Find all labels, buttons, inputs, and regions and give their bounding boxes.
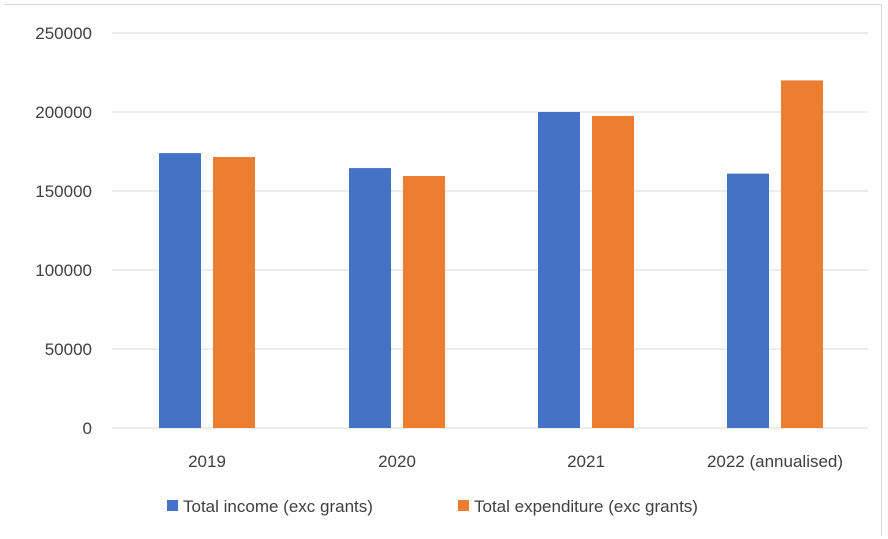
legend-swatch-expenditure: [458, 500, 469, 511]
bar-expenditure-2: [592, 115, 634, 428]
bar-income-3: [727, 173, 769, 428]
legend-label-expenditure: Total expenditure (exc grants): [474, 497, 698, 516]
legend-swatch-income: [167, 500, 178, 511]
y-tick-label: 100000: [35, 261, 92, 280]
y-axis-tick-labels: 0 50000 100000 150000 200000 250000: [35, 24, 92, 438]
bar-expenditure-1: [403, 175, 445, 428]
legend: Total income (exc grants) Total expenditu…: [167, 497, 698, 516]
bars: [159, 80, 823, 429]
legend-label-income: Total income (exc grants): [183, 497, 373, 516]
x-category-label: 2019: [188, 452, 226, 471]
y-tick-label: 250000: [35, 24, 92, 43]
y-tick-label: 200000: [35, 103, 92, 122]
x-category-label: 2022 (annualised): [707, 452, 843, 471]
x-category-label: 2021: [567, 452, 605, 471]
bar-income-0: [159, 153, 201, 428]
bar-income-1: [349, 168, 391, 428]
x-axis-category-labels: 2019 2020 2021 2022 (annualised): [188, 452, 843, 471]
bar-expenditure-0: [213, 157, 255, 428]
y-tick-label: 150000: [35, 182, 92, 201]
bar-expenditure-3: [781, 80, 823, 429]
bar-income-2: [538, 112, 580, 428]
x-category-label: 2020: [378, 452, 416, 471]
y-tick-label: 50000: [45, 340, 92, 359]
y-tick-label: 0: [83, 419, 92, 438]
